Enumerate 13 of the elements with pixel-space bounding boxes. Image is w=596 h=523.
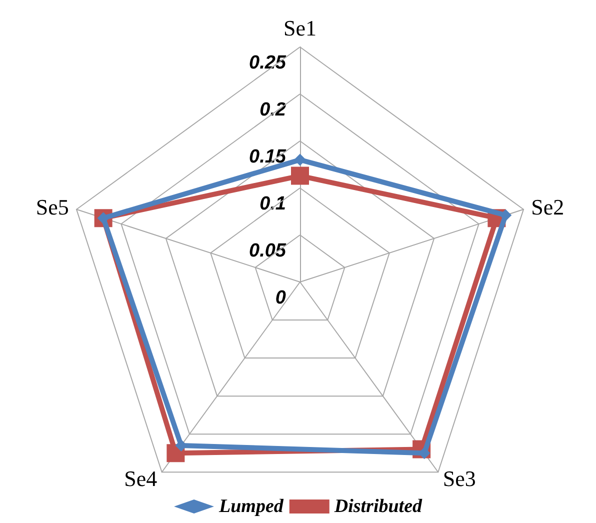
y-tick-label: 0 [275, 288, 286, 308]
spoke-label: Se5 [36, 194, 69, 220]
spoke-label: Se1 [284, 16, 316, 40]
spoke-label: Se2 [531, 194, 564, 220]
legend-label: Distributed [333, 496, 423, 517]
spoke-label: Se3 [442, 466, 476, 492]
y-tick-label: 0.05 [249, 240, 286, 262]
y-tick-label: 0.15 [249, 146, 286, 168]
y-tick-label: 0.1 [260, 194, 286, 214]
y-tick-label: 0.2 [260, 100, 286, 120]
legend-label: Lumped [218, 496, 284, 517]
spoke-label: Se4 [124, 466, 158, 492]
y-tick-label: 0.25 [249, 52, 286, 74]
